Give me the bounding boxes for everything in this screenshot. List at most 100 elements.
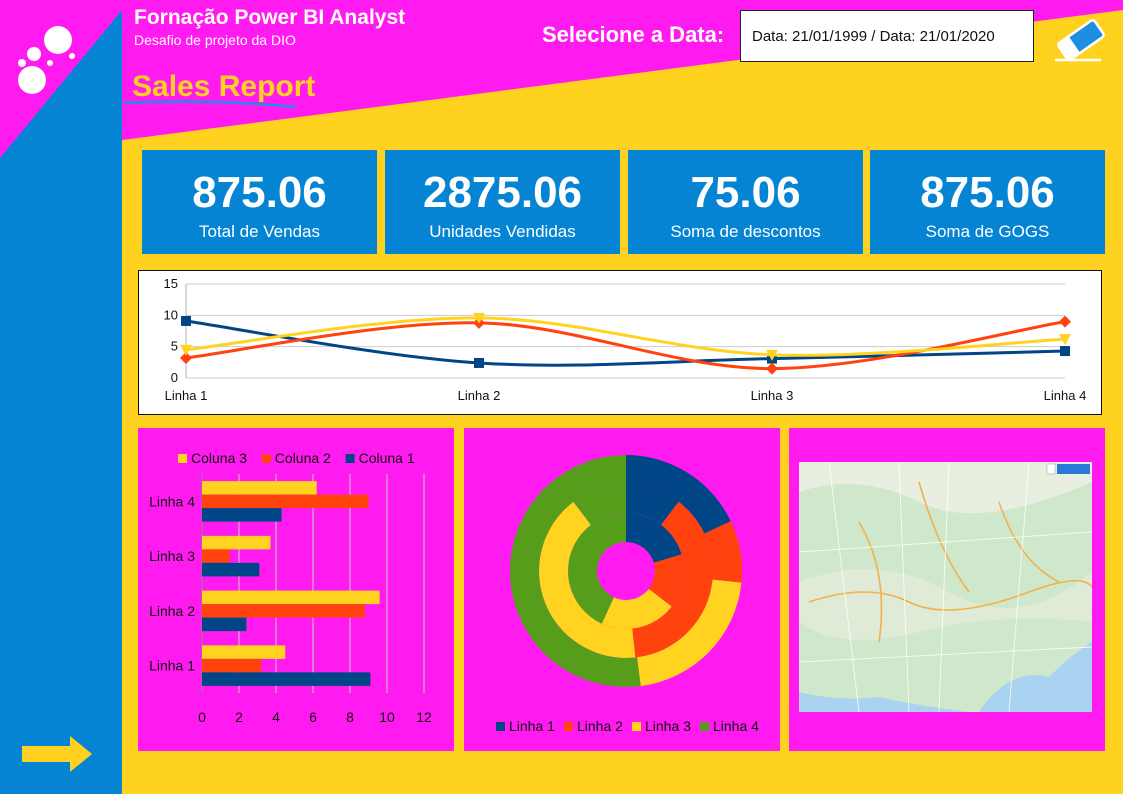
donut-chart-panel[interactable]: Linha 1 Linha 2 Linha 3 Linha 4 bbox=[464, 428, 780, 751]
donut-slice[interactable] bbox=[632, 501, 713, 658]
map-image bbox=[799, 462, 1092, 712]
bar-legend-swatch bbox=[261, 454, 271, 463]
line-x-tick-label: Linha 3 bbox=[751, 388, 794, 403]
kpi-card-unidades-vendidas[interactable]: 2875.06 Unidades Vendidas bbox=[385, 150, 620, 254]
bar-category-label: Linha 1 bbox=[149, 658, 195, 674]
line-series-1[interactable] bbox=[185, 319, 1066, 367]
map-view[interactable] bbox=[799, 462, 1092, 712]
donut-legend-label: Linha 2 bbox=[577, 718, 623, 734]
bar-x-tick-label: 6 bbox=[309, 709, 317, 725]
kpi-value: 2875.06 bbox=[422, 168, 583, 217]
kpi-label: Soma de descontos bbox=[670, 222, 821, 241]
line-y-tick-label: 0 bbox=[171, 370, 178, 385]
dots-logo-icon bbox=[18, 26, 75, 94]
kpi-card-total-vendas[interactable]: 875.06 Total de Vendas bbox=[142, 150, 377, 254]
line-point[interactable] bbox=[1059, 334, 1071, 346]
donut-slice[interactable] bbox=[568, 513, 626, 624]
donut-slice[interactable] bbox=[626, 513, 682, 563]
bar-x-tick-label: 0 bbox=[198, 709, 206, 725]
kpi-value: 875.06 bbox=[920, 168, 1055, 217]
arrow-right-icon[interactable] bbox=[22, 734, 94, 774]
donut-legend-swatch bbox=[496, 722, 505, 731]
bar[interactable] bbox=[202, 494, 369, 509]
kpi-card-soma-descontos[interactable]: 75.06 Soma de descontos bbox=[628, 150, 863, 254]
bar[interactable] bbox=[202, 590, 380, 605]
line-chart: 0 5 10 15 Linha 1 Linha 2 Linha 3 Linha 4 bbox=[164, 276, 1087, 403]
bar[interactable] bbox=[202, 645, 286, 659]
bar-legend-label: Coluna 2 bbox=[275, 450, 331, 466]
kpi-card-soma-gogs[interactable]: 875.06 Soma de GOGS bbox=[870, 150, 1105, 254]
line-chart-panel[interactable]: 0 5 10 15 Linha 1 Linha 2 Linha 3 Linha 4 bbox=[138, 270, 1102, 415]
kpi-value: 875.06 bbox=[192, 168, 327, 217]
kpi-value: 75.06 bbox=[690, 168, 801, 217]
eraser-icon[interactable] bbox=[1053, 14, 1109, 64]
sidebar bbox=[0, 10, 122, 794]
line-point[interactable] bbox=[473, 312, 485, 324]
bar[interactable] bbox=[202, 508, 282, 522]
bar-x-tick-label: 2 bbox=[235, 709, 243, 725]
kpi-label: Soma de GOGS bbox=[925, 222, 1050, 241]
donut-slice[interactable] bbox=[648, 554, 684, 607]
line-point[interactable] bbox=[180, 344, 192, 356]
bar-category-label: Linha 3 bbox=[149, 548, 195, 564]
date-range-value: Data: 21/01/1999 / Data: 21/01/2020 bbox=[752, 27, 995, 45]
line-y-tick-label: 15 bbox=[164, 276, 178, 291]
bar-x-tick-label: 4 bbox=[272, 709, 280, 725]
donut-slice[interactable] bbox=[704, 521, 742, 583]
donut-legend-label: Linha 4 bbox=[713, 718, 759, 734]
bar-category-label: Linha 2 bbox=[149, 603, 195, 619]
line-point[interactable] bbox=[766, 362, 778, 375]
line-point[interactable] bbox=[766, 349, 778, 361]
donut-slice[interactable] bbox=[637, 579, 742, 687]
donut-slice[interactable] bbox=[509, 455, 641, 687]
line-x-tick-label: Linha 2 bbox=[458, 388, 501, 403]
title-underline bbox=[123, 100, 297, 109]
bar-x-tick-label: 12 bbox=[416, 709, 432, 725]
line-x-tick-label: Linha 4 bbox=[1044, 388, 1087, 403]
bar[interactable] bbox=[202, 549, 230, 563]
bar-x-tick-label: 8 bbox=[346, 709, 354, 725]
line-point[interactable] bbox=[1060, 346, 1070, 357]
donut-slice[interactable] bbox=[626, 484, 679, 525]
bar-chart-panel[interactable]: 0 2 4 6 8 10 12 Linha 1 Linha 2 Linha 3 Linha 4 Col… bbox=[138, 428, 454, 751]
app-title: Fornação Power BI Analyst bbox=[134, 6, 406, 29]
bar-chart: 0 2 4 6 8 10 12 Linha 1 Linha 2 Linha 3 Linha 4 Col… bbox=[149, 450, 432, 725]
donut-legend-label: Linha 3 bbox=[645, 718, 691, 734]
page-title: Sales Report bbox=[132, 70, 316, 103]
donut-legend-swatch bbox=[632, 722, 641, 731]
donut-slice[interactable] bbox=[573, 484, 626, 525]
line-y-tick-label: 5 bbox=[171, 339, 178, 354]
bar[interactable] bbox=[202, 535, 271, 550]
bar-legend-swatch bbox=[345, 454, 355, 463]
line-point[interactable] bbox=[1059, 315, 1071, 328]
donut-legend-swatch bbox=[700, 722, 709, 731]
line-series-3[interactable] bbox=[185, 316, 1066, 357]
date-range-slicer[interactable]: Data: 21/01/1999 / Data: 21/01/2020 bbox=[740, 10, 1034, 62]
bar-category-label: Linha 4 bbox=[149, 493, 195, 509]
donut-legend-label: Linha 1 bbox=[509, 718, 555, 734]
bar[interactable] bbox=[202, 672, 371, 686]
kpi-label: Unidades Vendidas bbox=[429, 222, 576, 241]
bar-x-tick-label: 10 bbox=[379, 709, 395, 725]
line-point[interactable] bbox=[180, 351, 192, 364]
line-point[interactable] bbox=[181, 315, 191, 326]
app-subtitle: Desafio de projeto da DIO bbox=[134, 32, 296, 48]
bar[interactable] bbox=[202, 604, 365, 618]
line-point[interactable] bbox=[474, 357, 484, 368]
donut-slice[interactable] bbox=[626, 455, 731, 534]
donut-chart: Linha 1 Linha 2 Linha 3 Linha 4 bbox=[496, 455, 759, 734]
bar[interactable] bbox=[202, 617, 247, 632]
bar-legend-label: Coluna 1 bbox=[359, 450, 415, 466]
donut-slice[interactable] bbox=[539, 501, 636, 658]
bar-legend-label: Coluna 3 bbox=[191, 450, 247, 466]
line-series-2[interactable] bbox=[185, 320, 1066, 371]
line-x-tick-label: Linha 1 bbox=[165, 388, 208, 403]
donut-slice[interactable] bbox=[601, 588, 672, 629]
bar[interactable] bbox=[202, 658, 262, 673]
kpi-label: Total de Vendas bbox=[199, 222, 320, 241]
donut-legend-swatch bbox=[564, 722, 573, 731]
line-y-tick-label: 10 bbox=[164, 307, 178, 322]
bar-legend-swatch bbox=[178, 454, 187, 463]
bar[interactable] bbox=[202, 481, 317, 495]
bar[interactable] bbox=[202, 562, 260, 577]
